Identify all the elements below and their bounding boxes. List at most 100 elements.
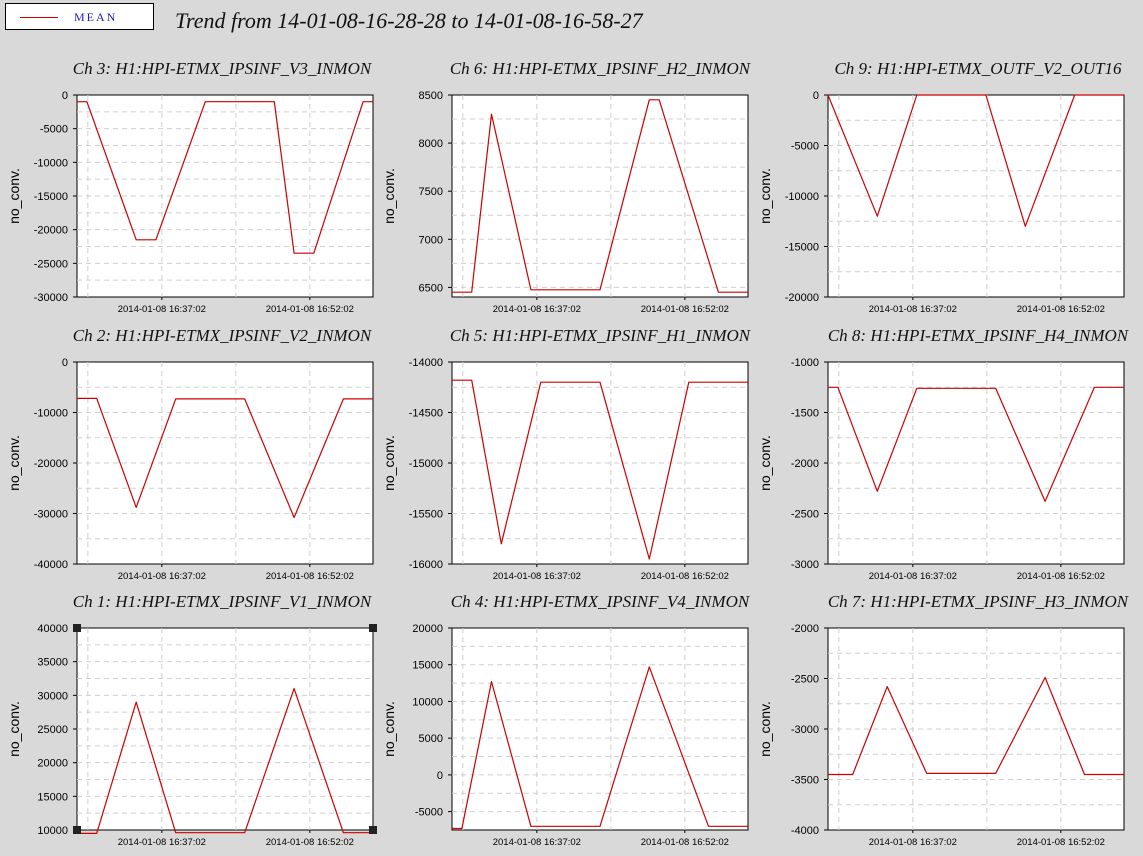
chart1: Ch 3: H1:HPI-ETMX_IPSINF_V3_INMON 0 -5000 -…	[6, 59, 374, 315]
chart3-ytick-label: 0	[813, 90, 819, 102]
chart7-ytick-label: 10000	[37, 825, 68, 837]
chart5-ytick-label: -14500	[409, 408, 443, 420]
chart6-xtick-label: 2014-01-08 16:52:02	[1017, 571, 1105, 582]
chart4-ytick-label: -10000	[34, 408, 68, 420]
chart9: Ch 7: H1:HPI-ETMX_IPSINF_H3_INMON -2000 -2…	[757, 592, 1130, 848]
chart9-ylabel: no_conv.	[757, 701, 773, 757]
chart8-xtick-label: 2014-01-08 16:52:02	[641, 837, 729, 848]
chart2-ytick-label: 8000	[419, 138, 443, 150]
chart3-xtick-label: 2014-01-08 16:37:02	[869, 304, 957, 315]
chart5-ylabel: no_conv.	[381, 435, 397, 491]
chart1-ytick-label: -15000	[34, 191, 68, 203]
chart2-ylabel: no_conv.	[381, 168, 397, 224]
chart7-selection-handle[interactable]	[369, 826, 377, 834]
chart6: Ch 8: H1:HPI-ETMX_IPSINF_H4_INMON -1000 -1…	[757, 326, 1130, 582]
chart1-xtick-label: 2014-01-08 16:52:02	[266, 304, 354, 315]
chart7-selection-handle[interactable]	[369, 624, 377, 632]
chart7-xtick-label: 2014-01-08 16:52:02	[266, 837, 354, 848]
chart3-xtick-label: 2014-01-08 16:52:02	[1017, 304, 1105, 315]
chart3: Ch 9: H1:HPI-ETMX_OUTF_V2_OUT16 0 -5000 -10…	[757, 59, 1125, 315]
chart2-ytick-label: 7500	[419, 186, 443, 198]
chart3-title: Ch 9: H1:HPI-ETMX_OUTF_V2_OUT16	[834, 59, 1122, 78]
chart6-title: Ch 8: H1:HPI-ETMX_IPSINF_H4_INMON	[828, 326, 1130, 345]
chart5-xtick-label: 2014-01-08 16:37:02	[493, 571, 581, 582]
chart1-ytick-label: 0	[62, 90, 68, 102]
chart2: Ch 6: H1:HPI-ETMX_IPSINF_H2_INMON 8500 800…	[381, 59, 752, 315]
chart4-xtick-label: 2014-01-08 16:37:02	[118, 571, 206, 582]
chart8-ylabel: no_conv.	[381, 701, 397, 757]
chart8-ytick-label: 5000	[419, 733, 443, 745]
page-title: Trend from 14-01-08-16-28-28 to 14-01-08…	[175, 8, 643, 33]
chart1-ytick-label: -5000	[40, 124, 68, 136]
chart1-ylabel: no_conv.	[6, 168, 22, 224]
chart6-ytick-label: -2500	[791, 509, 819, 521]
chart7-ytick-label: 25000	[37, 724, 68, 736]
chart8-ytick-label: 0	[437, 770, 443, 782]
chart8: Ch 4: H1:HPI-ETMX_IPSINF_V4_INMON 20000 15…	[381, 592, 751, 848]
chart7-ytick-label: 20000	[37, 758, 68, 770]
chart5-ytick-label: -16000	[409, 559, 443, 571]
chart6-ytick-label: -2000	[791, 458, 819, 470]
chart3-ylabel: no_conv.	[757, 168, 773, 224]
chart4-ytick-label: -40000	[34, 559, 68, 571]
chart7-selection-handle[interactable]	[73, 624, 81, 632]
chart4-ytick-label: 0	[62, 357, 68, 369]
chart8-xtick-label: 2014-01-08 16:37:02	[493, 837, 581, 848]
chart3-series-mean	[827, 94, 1124, 227]
chart6-ytick-label: -1500	[791, 408, 819, 420]
chart3-ytick-label: -10000	[785, 191, 819, 203]
chart9-series-mean	[828, 676, 1124, 776]
chart5: Ch 5: H1:HPI-ETMX_IPSINF_H1_INMON -14000 -…	[381, 326, 752, 582]
chart5-ytick-label: -14000	[409, 357, 443, 369]
chart1-ytick-label: -25000	[34, 258, 68, 270]
chart2-ytick-label: 6500	[419, 282, 443, 294]
chart3-ytick-label: -15000	[785, 242, 819, 254]
chart1-title: Ch 3: H1:HPI-ETMX_IPSINF_V3_INMON	[73, 59, 373, 78]
chart4-ytick-label: -20000	[34, 458, 68, 470]
chart4-series-mean	[77, 397, 373, 519]
chart8-ytick-label: -5000	[415, 807, 443, 819]
chart5-ytick-label: -15000	[409, 458, 443, 470]
chart2-plot-area[interactable]	[451, 94, 749, 298]
chart9-ytick-label: -3000	[791, 724, 819, 736]
chart4: Ch 2: H1:HPI-ETMX_IPSINF_V2_INMON 0 -10000…	[6, 326, 374, 582]
chart2-ytick-label: 8500	[419, 90, 443, 102]
chart1-ytick-label: -20000	[34, 225, 68, 237]
chart5-series-mean	[452, 379, 748, 560]
chart8-title: Ch 4: H1:HPI-ETMX_IPSINF_V4_INMON	[451, 592, 751, 611]
chart2-series-mean	[452, 99, 748, 293]
chart4-ylabel: no_conv.	[6, 435, 22, 491]
chart5-title: Ch 5: H1:HPI-ETMX_IPSINF_H1_INMON	[450, 326, 752, 345]
chart8-ytick-label: 20000	[412, 623, 443, 635]
chart5-ytick-label: -15500	[409, 509, 443, 521]
chart9-ytick-label: -2500	[791, 674, 819, 686]
chart7-ylabel: no_conv.	[6, 701, 22, 757]
chart9-ytick-label: -3500	[791, 775, 819, 787]
chart4-xtick-label: 2014-01-08 16:52:02	[266, 571, 354, 582]
legend-label: MEAN	[74, 10, 118, 24]
chart2-title: Ch 6: H1:HPI-ETMX_IPSINF_H2_INMON	[450, 59, 752, 78]
chart6-ylabel: no_conv.	[757, 435, 773, 491]
chart1-series-mean	[77, 101, 373, 254]
chart7: Ch 1: H1:HPI-ETMX_IPSINF_V1_INMON 40000 35…	[6, 592, 377, 848]
chart7-ytick-label: 40000	[37, 623, 68, 635]
chart1-ytick-label: -30000	[34, 292, 68, 304]
chart7-xtick-label: 2014-01-08 16:37:02	[118, 837, 206, 848]
chart6-xtick-label: 2014-01-08 16:37:02	[869, 571, 957, 582]
chart8-plot-area[interactable]	[451, 627, 749, 831]
chart2-xtick-label: 2014-01-08 16:37:02	[493, 304, 581, 315]
chart7-ytick-label: 35000	[37, 657, 68, 669]
chart9-xtick-label: 2014-01-08 16:52:02	[1017, 837, 1105, 848]
chart6-ytick-label: -1000	[791, 357, 819, 369]
chart6-series-mean	[828, 386, 1124, 502]
chart1-xtick-label: 2014-01-08 16:37:02	[118, 304, 206, 315]
chart1-ytick-label: -10000	[34, 157, 68, 169]
chart3-ytick-label: -5000	[791, 141, 819, 153]
chart9-ytick-label: -2000	[791, 623, 819, 635]
chart7-selection-handle[interactable]	[73, 826, 81, 834]
chart8-ytick-label: 10000	[412, 696, 443, 708]
chart4-title: Ch 2: H1:HPI-ETMX_IPSINF_V2_INMON	[73, 326, 373, 345]
chart8-series-mean	[452, 666, 748, 830]
chart2-xtick-label: 2014-01-08 16:52:02	[641, 304, 729, 315]
